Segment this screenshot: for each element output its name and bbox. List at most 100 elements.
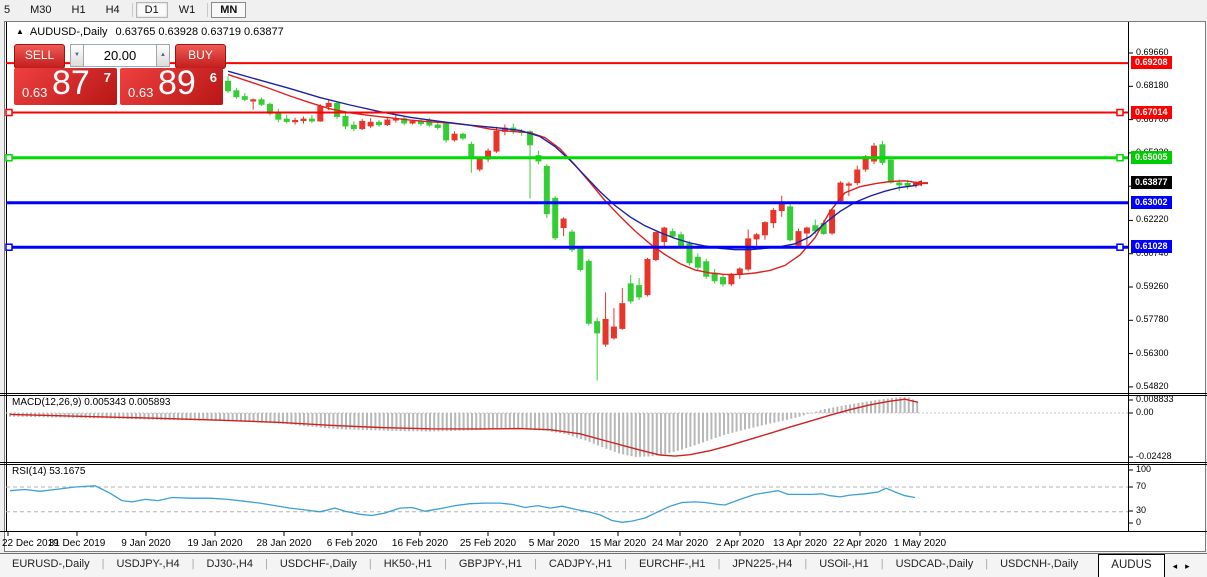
line-handle[interactable] (1116, 243, 1124, 251)
chart-tab-usdchf[interactable]: USDCHF-,Daily (279, 558, 357, 570)
candle (879, 144, 886, 163)
date-axis-label: 16 Feb 2020 (391, 538, 449, 549)
candle (308, 118, 315, 122)
tab-separator: | (985, 558, 989, 570)
candle (409, 120, 416, 124)
last-price-arrow (914, 180, 928, 187)
volume-increase-button[interactable]: ▲ (156, 44, 171, 67)
collapse-icon[interactable]: ▲ (16, 27, 24, 36)
chart-tab-usdjpy[interactable]: USDJPY-,H4 (116, 558, 180, 570)
chart-tab-gbpjpy[interactable]: GBPJPY-,H1 (458, 558, 523, 570)
candle (300, 118, 307, 122)
price-level-label: 0.65005 (1131, 150, 1172, 164)
chart-tab-jpn225[interactable]: JPN225-,H4 (732, 558, 793, 570)
price-level-label: 0.63877 (1131, 176, 1172, 190)
tab-separator: | (880, 558, 884, 570)
chart-tab-dj30[interactable]: DJ30-,H4 (206, 558, 253, 570)
buy-button[interactable]: BUY (175, 44, 226, 69)
date-axis-label: 25 Feb 2020 (459, 538, 517, 549)
date-axis-label: 5 Mar 2020 (528, 538, 580, 549)
chart-symbol-period: AUDUSD-,Daily (29, 26, 108, 38)
date-axis-label: 31 Dec 2019 (48, 538, 106, 549)
buy-price-panel[interactable]: 0.63 89 6 (120, 64, 223, 105)
candle (225, 80, 231, 92)
chart-tab-usdcnh[interactable]: USDCNH-,Daily (1000, 558, 1079, 570)
candle (560, 218, 567, 229)
macd-axis-label: -0.02428 (1136, 451, 1172, 461)
timeframe-button-mn[interactable]: MN (211, 2, 247, 18)
candle (753, 234, 760, 240)
candle (543, 165, 550, 215)
chart-window (4, 21, 1206, 552)
candle (904, 183, 911, 186)
tab-separator: | (191, 558, 195, 570)
sell-button[interactable]: SELL (14, 44, 65, 69)
candle (812, 225, 819, 232)
candle (770, 210, 777, 224)
rsi-axis-label: 100 (1136, 464, 1152, 474)
candle (610, 326, 617, 339)
sell-price-panel[interactable]: 0.63 87 7 (14, 64, 117, 105)
rsi-axis-label: 30 (1136, 505, 1147, 515)
rsi-indicator-label: RSI(14) 53.1675 (12, 466, 86, 477)
chart-tab-eurusd[interactable]: EURUSD-,Daily (12, 558, 90, 570)
tab-separator: | (264, 558, 268, 570)
timeframe-button-h4[interactable]: H4 (105, 4, 120, 16)
chevron-up-icon: ▲ (160, 52, 166, 58)
timeframe-button-5[interactable]: 5 (4, 4, 11, 16)
chart-tab-hk50[interactable]: HK50-,H1 (383, 558, 432, 570)
chart-tab-cadjpy[interactable]: CADJPY-,H1 (548, 558, 613, 570)
candle (871, 145, 878, 162)
toolbar-separator (207, 3, 209, 17)
line-handle[interactable] (5, 153, 13, 162)
chart-tab-bar: EURUSD-,Daily | USDJPY-,H4 | DJ30-,H4 | USDCHF… (0, 553, 1207, 577)
price-axis-tick: 0.56300 (1136, 347, 1169, 358)
candle (829, 209, 836, 234)
tabs-scroll-right-icon[interactable]: ▸ (1185, 560, 1190, 571)
date-axis-label: 28 Jan 2020 (256, 538, 312, 549)
price-axis-tick: 0.57780 (1136, 314, 1169, 325)
candle (803, 227, 810, 234)
candle (745, 238, 752, 270)
line-handle[interactable] (5, 243, 13, 251)
candle (602, 318, 609, 345)
chart-tab-eurchf[interactable]: EURCHF-,H1 (638, 558, 706, 570)
timeframe-button-d1[interactable]: D1 (135, 2, 168, 18)
line-handle[interactable] (1116, 108, 1124, 117)
timeframe-button-m30[interactable]: M30 (30, 4, 52, 16)
sell-price-base: 0.63 (22, 85, 48, 100)
price-axis-tick: 0.59260 (1136, 281, 1169, 291)
candle (350, 124, 357, 130)
date-axis-label: 22 Apr 2020 (833, 538, 887, 549)
date-axis-label: 13 Apr 2020 (773, 538, 827, 549)
candle (443, 123, 450, 141)
candle (887, 159, 894, 183)
chart-tab-active-audusd[interactable]: AUDUS (1098, 554, 1165, 577)
timeframe-toolbar: 5 M30 H1 H4 D1 W1 MN (0, 0, 1207, 20)
macd-signal-line (9, 398, 919, 457)
candle (359, 120, 366, 130)
tabs-scroll-left-icon[interactable]: ◂ (1172, 560, 1178, 571)
toolbar-separator (131, 3, 133, 17)
ma-fast (227, 73, 918, 276)
candle (837, 182, 844, 202)
timeframe-button-w1[interactable]: W1 (178, 4, 196, 16)
chart-title: ▲ AUDUSD-,Daily 0.63765 0.63928 0.63719 0.… (16, 26, 284, 38)
volume-input[interactable] (84, 44, 156, 67)
candle (669, 231, 676, 237)
candle (619, 303, 626, 329)
buy-price-sup: 6 (209, 70, 217, 85)
candle (233, 90, 240, 98)
timeframe-button-h1[interactable]: H1 (71, 4, 86, 16)
volume-decrease-button[interactable]: ▼ (69, 44, 84, 67)
candle (493, 130, 500, 152)
candle (585, 260, 592, 324)
candle (434, 124, 441, 128)
line-handle[interactable] (5, 108, 13, 117)
date-axis-label: 2 Apr 2020 (715, 538, 765, 549)
chart-tab-usoil[interactable]: USOil-,H1 (819, 558, 869, 570)
line-handle[interactable] (1116, 153, 1124, 162)
chart-tab-usdcad[interactable]: USDCAD-,Daily (895, 558, 974, 570)
sell-price-sup: 7 (103, 70, 111, 85)
